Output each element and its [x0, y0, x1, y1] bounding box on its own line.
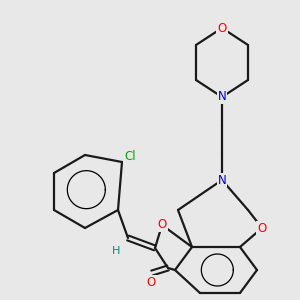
Text: N: N	[218, 91, 226, 103]
Text: O: O	[158, 218, 166, 232]
Text: O: O	[218, 22, 226, 34]
Text: O: O	[257, 221, 267, 235]
Text: Cl: Cl	[124, 151, 136, 164]
Text: O: O	[146, 275, 156, 289]
Text: N: N	[218, 173, 226, 187]
Text: H: H	[112, 246, 120, 256]
